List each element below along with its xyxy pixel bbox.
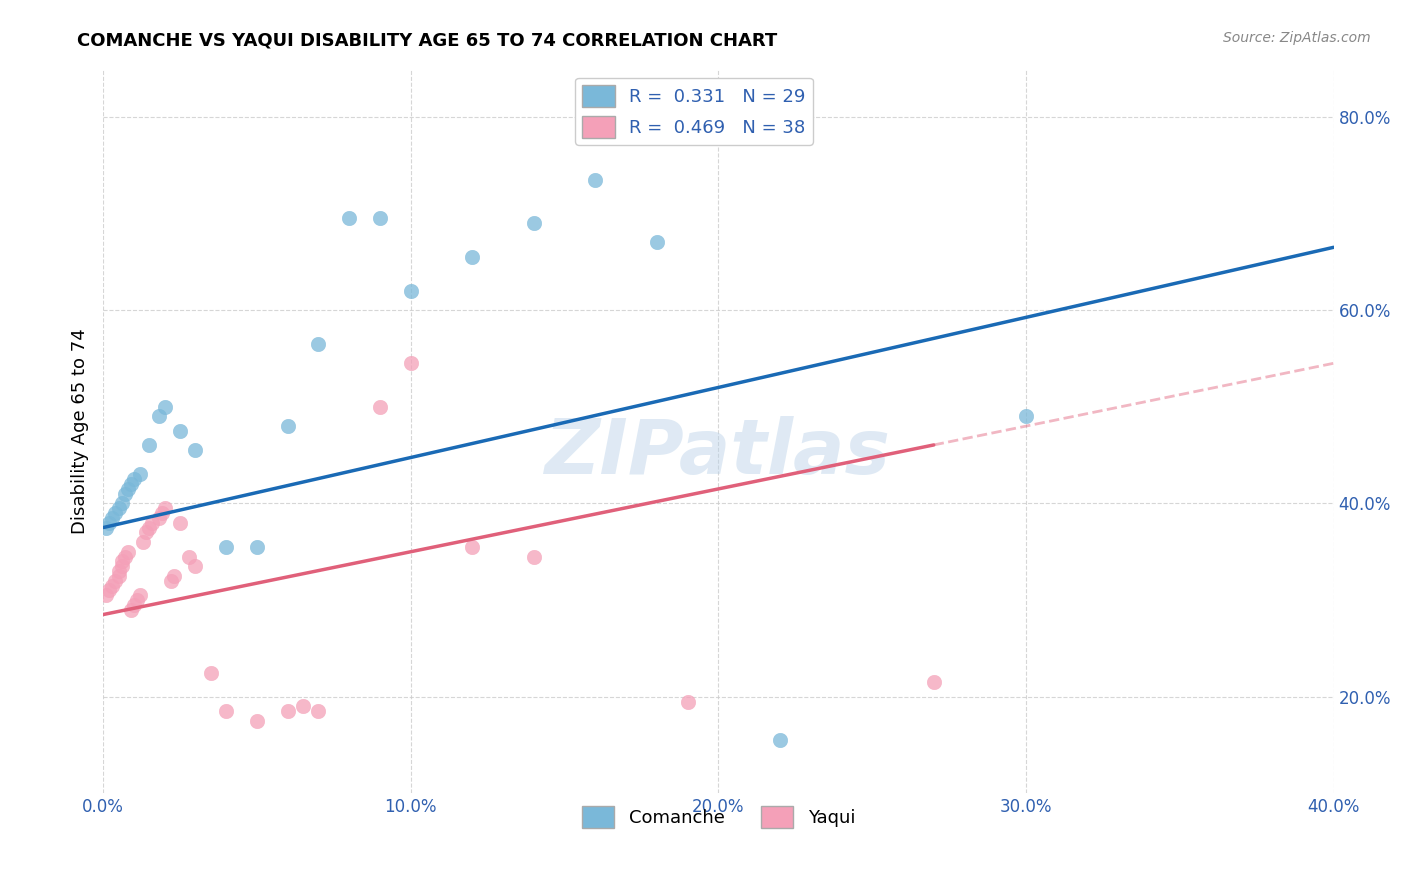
Point	[184, 443, 207, 458]
Point	[150, 506, 173, 520]
Point	[129, 588, 152, 602]
Point	[107, 564, 129, 578]
Legend: Comanche, Yaqui: Comanche, Yaqui	[575, 798, 862, 835]
Point	[98, 516, 121, 530]
Point	[148, 511, 170, 525]
Point	[101, 511, 124, 525]
Point	[138, 438, 160, 452]
Point	[769, 733, 792, 747]
Point	[110, 559, 132, 574]
Point	[107, 501, 129, 516]
Point	[122, 598, 145, 612]
Point	[163, 569, 186, 583]
Text: Source: ZipAtlas.com: Source: ZipAtlas.com	[1223, 31, 1371, 45]
Point	[215, 704, 238, 718]
Point	[399, 356, 422, 370]
Point	[368, 211, 391, 226]
Point	[159, 574, 181, 588]
Point	[114, 487, 136, 501]
Point	[104, 574, 127, 588]
Point	[1015, 409, 1038, 424]
Point	[215, 540, 238, 554]
Text: ZIPatlas: ZIPatlas	[546, 416, 891, 490]
Point	[184, 559, 207, 574]
Point	[135, 525, 157, 540]
Point	[277, 419, 299, 434]
Point	[523, 549, 546, 564]
Point	[308, 337, 330, 351]
Point	[98, 583, 121, 598]
Point	[101, 578, 124, 592]
Point	[117, 545, 139, 559]
Point	[107, 569, 129, 583]
Point	[96, 588, 118, 602]
Point	[523, 216, 546, 230]
Point	[399, 284, 422, 298]
Point	[96, 520, 118, 534]
Point	[583, 172, 606, 186]
Point	[141, 516, 163, 530]
Point	[153, 501, 176, 516]
Point	[200, 665, 222, 680]
Point	[169, 516, 191, 530]
Point	[308, 704, 330, 718]
Point	[368, 400, 391, 414]
Point	[122, 472, 145, 486]
Point	[114, 549, 136, 564]
Point	[246, 540, 269, 554]
Point	[461, 540, 484, 554]
Point	[179, 549, 201, 564]
Point	[461, 250, 484, 264]
Point	[153, 400, 176, 414]
Point	[246, 714, 269, 728]
Point	[129, 467, 152, 482]
Point	[132, 535, 155, 549]
Point	[169, 424, 191, 438]
Point	[110, 554, 132, 568]
Point	[645, 235, 668, 250]
Point	[117, 482, 139, 496]
Point	[148, 409, 170, 424]
Text: COMANCHE VS YAQUI DISABILITY AGE 65 TO 74 CORRELATION CHART: COMANCHE VS YAQUI DISABILITY AGE 65 TO 7…	[77, 31, 778, 49]
Point	[292, 699, 315, 714]
Point	[104, 506, 127, 520]
Point	[120, 603, 142, 617]
Point	[138, 520, 160, 534]
Y-axis label: Disability Age 65 to 74: Disability Age 65 to 74	[72, 328, 89, 533]
Point	[125, 593, 148, 607]
Point	[110, 496, 132, 510]
Point	[337, 211, 360, 226]
Point	[676, 694, 699, 708]
Point	[277, 704, 299, 718]
Point	[120, 477, 142, 491]
Point	[922, 675, 945, 690]
